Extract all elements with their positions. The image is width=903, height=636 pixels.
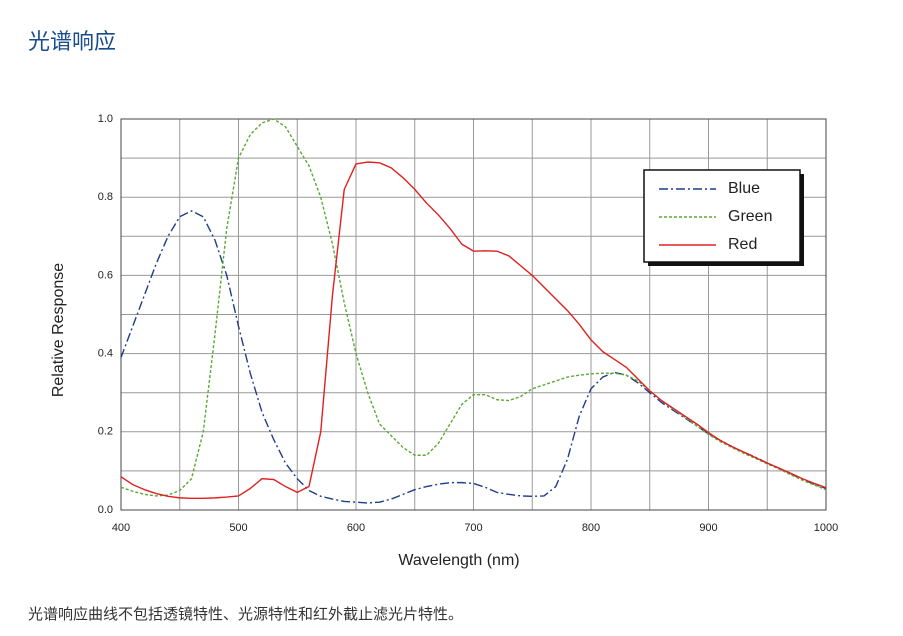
y-tick-label: 0.6 [98,269,113,281]
legend-label: Blue [728,180,760,197]
y-tick-label: 0.2 [98,426,113,438]
y-tick-label: 1.0 [98,113,113,125]
heading: 光谱响应 [28,30,117,55]
series-line [120,210,827,504]
chart: Relative Response Wavelength (nm) 0.0 0.2… [50,113,838,569]
plot-frame [120,118,827,511]
x-tick-label: 400 [112,522,130,534]
x-tick-label: 900 [699,522,717,534]
x-tick-label: 1000 [814,522,838,534]
x-tick-label: 600 [347,522,365,534]
x-tick-label: 500 [229,522,247,534]
y-axis-label: Relative Response [50,263,67,397]
x-tick-label: 700 [464,522,482,534]
y-tick-label: 0.8 [98,191,113,203]
x-tick-label: 800 [582,522,600,534]
y-tick-label: 0.0 [98,504,113,516]
legend-label: Green [728,208,772,225]
y-tick-label: 0.4 [98,348,113,360]
caption: 光谱响应曲线不包括透镜特性、光源特性和红外截止滤光片特性。 [28,605,464,623]
x-axis-label: Wavelength (nm) [398,552,519,569]
legend-label: Red [728,236,757,253]
series-line [120,118,827,497]
legend-box [643,169,801,263]
series-line [120,161,827,499]
